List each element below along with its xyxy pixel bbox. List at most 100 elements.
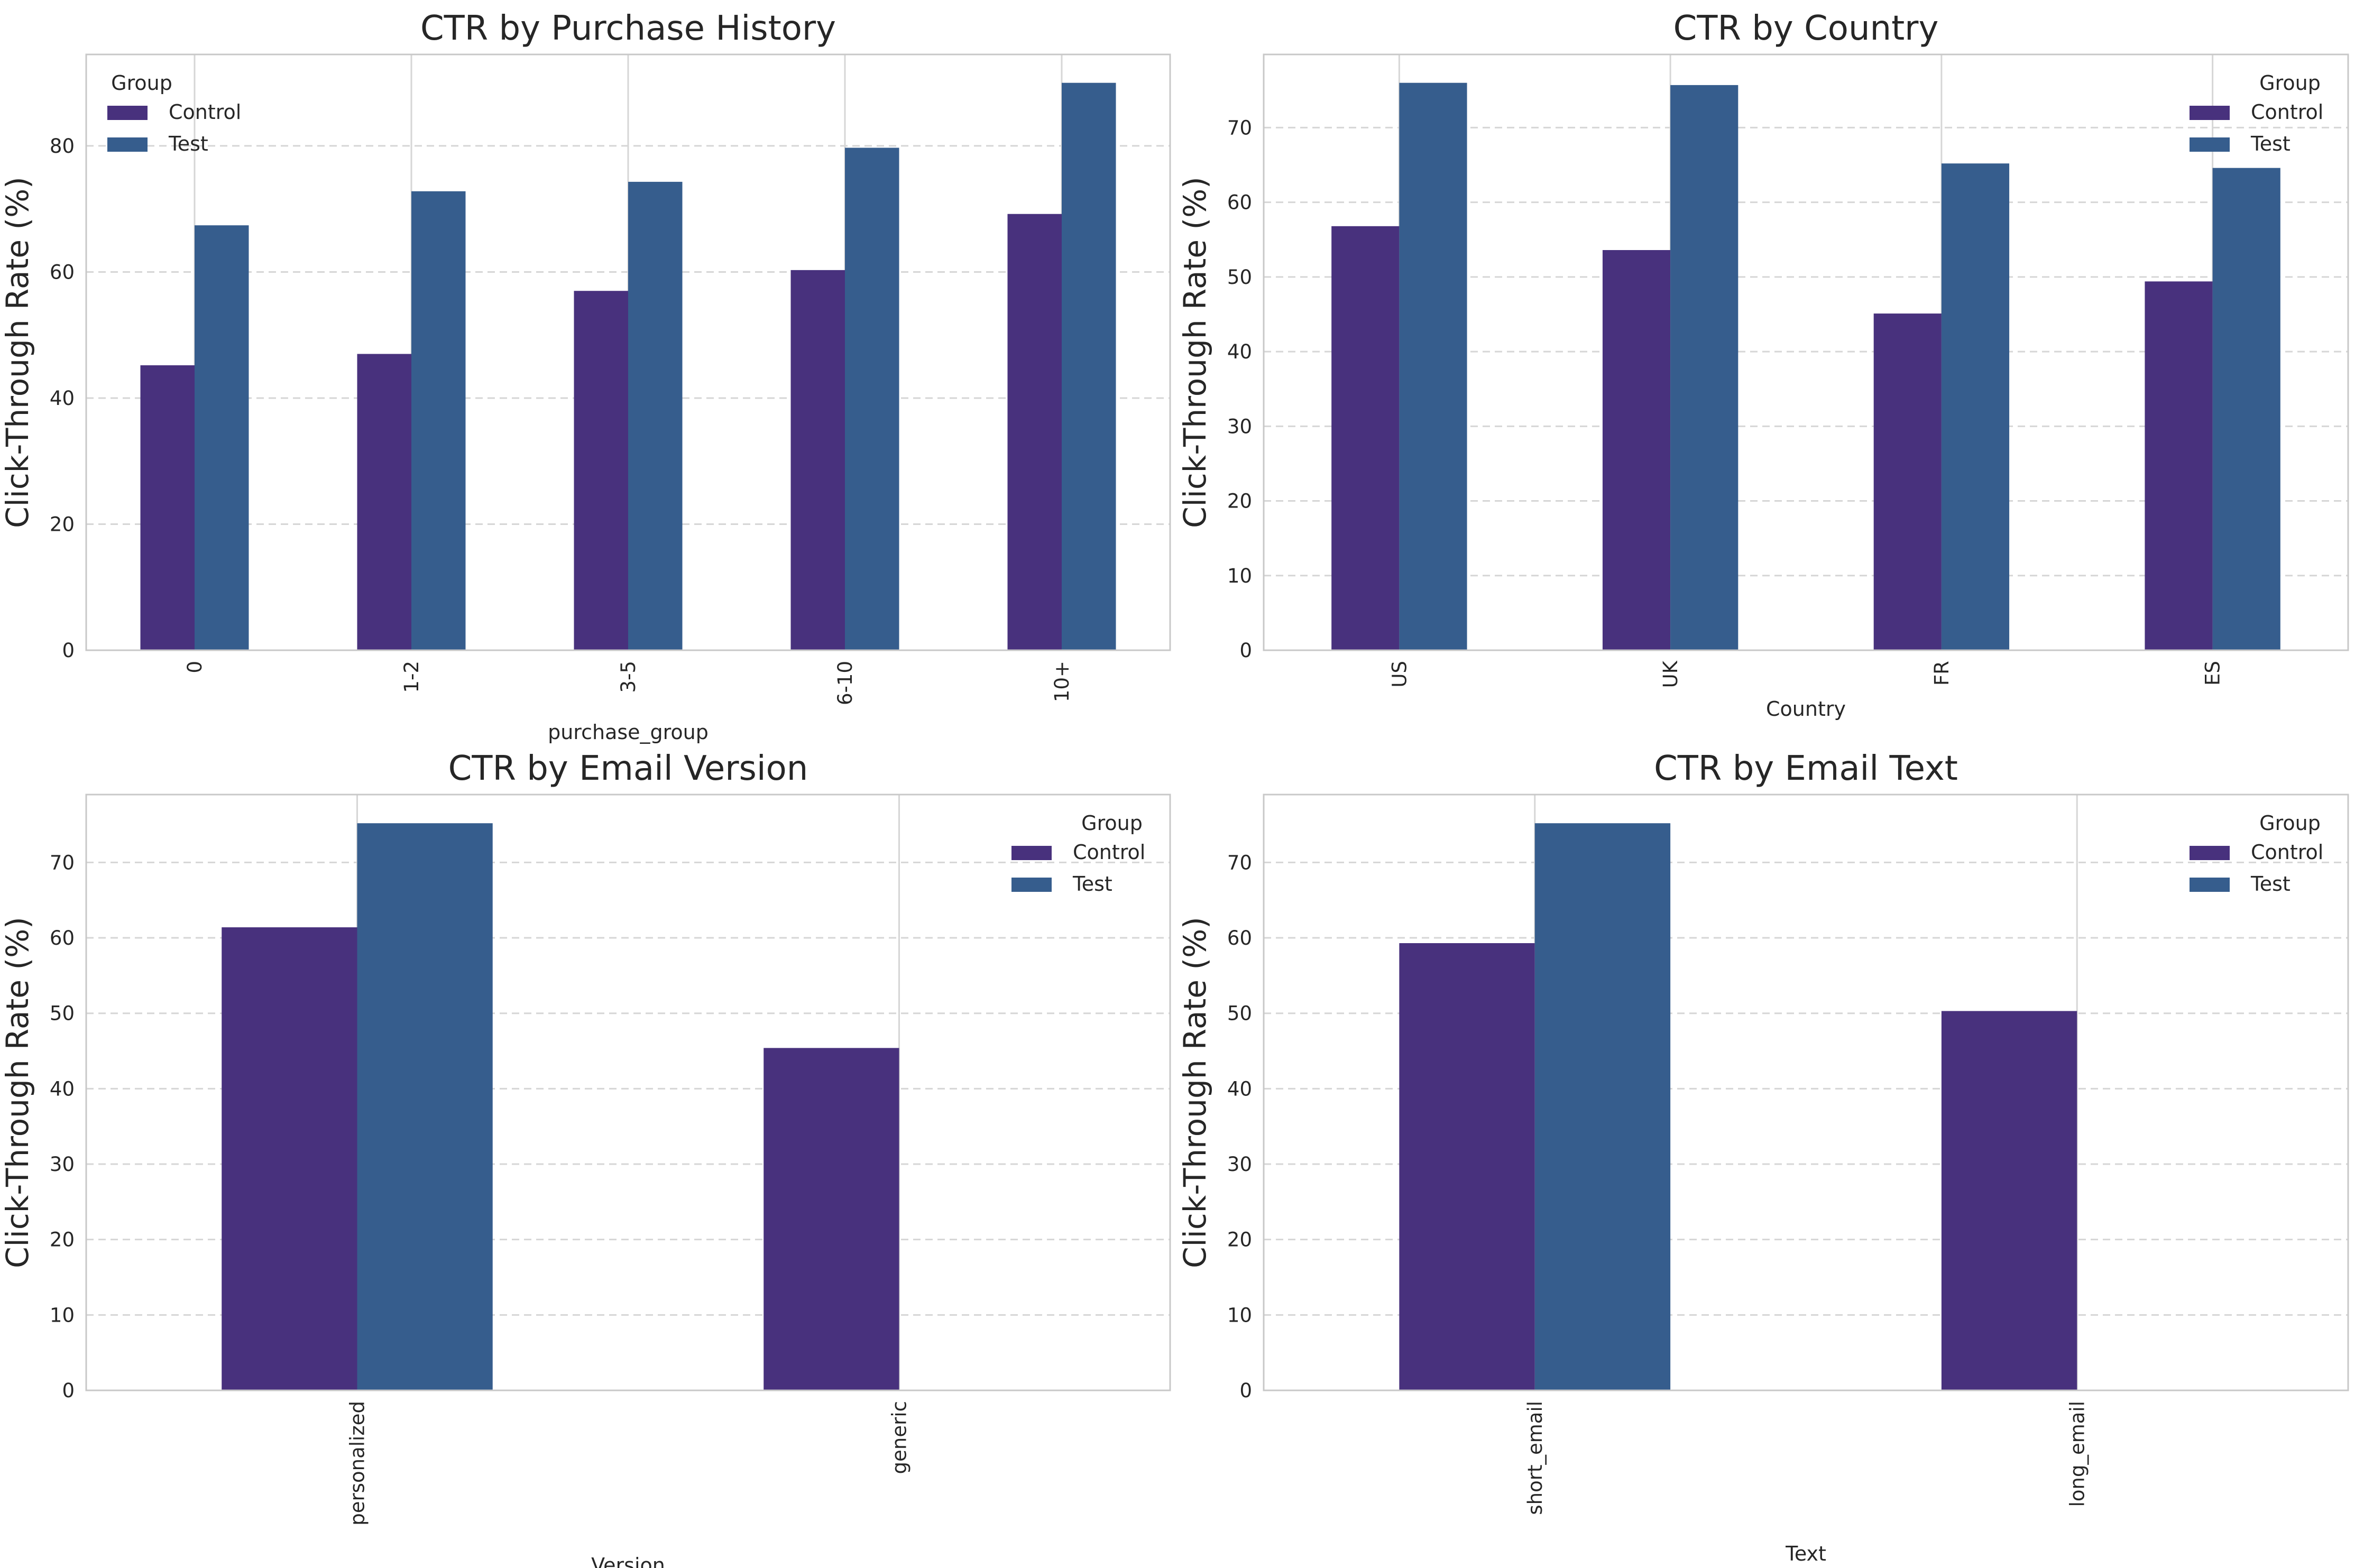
- chart-title: CTR by Email Text: [1654, 749, 1958, 788]
- y-tick-label: 30: [50, 1153, 75, 1176]
- x-axis-label: purchase_group: [548, 721, 709, 744]
- legend-title: Group: [2259, 71, 2321, 95]
- x-tick-label: FR: [1930, 661, 1953, 686]
- bar-control-6-10: [790, 270, 845, 650]
- x-tick-label: 10+: [1051, 661, 1073, 702]
- chart-panel-2: 0 10 20 30 40 50 60 70 US UK FR ES CTR by Country Cli…: [1177, 9, 2349, 721]
- y-tick-label: 30: [1227, 415, 1252, 438]
- x-axis-label: Country: [1766, 697, 1846, 721]
- axes-frame: [85, 53, 1171, 651]
- legend: Group Control Test: [1011, 811, 1145, 896]
- y-tick-label: 20: [1227, 490, 1252, 513]
- x-tick-label: generic: [888, 1401, 911, 1474]
- legend-swatch-control: [2190, 106, 2230, 120]
- x-tick-label: 0: [183, 661, 206, 674]
- y-tick-label: 0: [62, 639, 75, 662]
- y-axis-label: Click-Through Rate (%): [0, 177, 35, 528]
- axes-frame: [1263, 794, 2349, 1391]
- y-axis-label: Click-Through Rate (%): [0, 917, 35, 1268]
- bar-test-10+: [1062, 82, 1116, 651]
- x-axis-label: Text: [1785, 1542, 1826, 1565]
- chart-title: CTR by Email Version: [448, 749, 808, 788]
- bar-test-ES: [2212, 168, 2280, 651]
- chart-panel-3: 0 10 20 30 40 50 60 70 personalized generic CTR by…: [0, 749, 1171, 1568]
- y-tick-label: 10: [1227, 565, 1252, 587]
- y-tick-label: 0: [1239, 639, 1252, 662]
- y-tick-label: 40: [1227, 1077, 1252, 1100]
- legend-label-control: Control: [1073, 841, 1145, 864]
- y-tick-label: 20: [50, 1229, 75, 1251]
- bar-test-personalized: [357, 823, 493, 1390]
- legend-swatch-control: [1011, 846, 1052, 860]
- y-tick-label: 50: [1227, 1002, 1252, 1025]
- bar-test-3-5: [628, 181, 683, 651]
- y-tick-label: 50: [1227, 266, 1252, 289]
- legend-swatch-test: [2190, 137, 2230, 152]
- y-tick-label: 0: [1239, 1379, 1252, 1402]
- legend-swatch-control: [107, 106, 148, 120]
- y-tick-label: 0: [62, 1379, 75, 1402]
- y-tick-label: 40: [1227, 340, 1252, 363]
- y-tick-label: 40: [50, 387, 75, 410]
- bar-test-0: [195, 225, 249, 650]
- bar-control-personalized: [222, 927, 357, 1390]
- y-tick-label: 60: [1227, 191, 1252, 214]
- bar-control-generic: [764, 1048, 899, 1390]
- y-tick-label: 50: [50, 1002, 75, 1025]
- y-tick-label: 30: [1227, 1153, 1252, 1176]
- x-tick-label: UK: [1659, 660, 1682, 688]
- bar-control-10+: [1007, 214, 1062, 650]
- legend-label-control: Control: [2251, 841, 2323, 864]
- y-tick-label: 80: [50, 135, 75, 158]
- legend-swatch-test: [1011, 878, 1052, 892]
- x-axis-label: Version: [591, 1554, 665, 1568]
- y-tick-label: 10: [50, 1304, 75, 1326]
- x-tick-label: 1-2: [400, 661, 423, 693]
- x-tick-label: personalized: [346, 1401, 369, 1526]
- y-tick-label: 20: [50, 513, 75, 536]
- chart-title: CTR by Purchase History: [420, 9, 836, 48]
- legend-label-test: Test: [1072, 872, 1112, 896]
- y-axis-label: Click-Through Rate (%): [1177, 917, 1213, 1268]
- x-tick-label: 3-5: [617, 661, 640, 693]
- chart-panel-1: 0 20 40 60 80 0 1-2 3-5 6-10 10+ CTR by Purchase H…: [0, 9, 1171, 744]
- bar-control-3-5: [574, 291, 628, 650]
- legend-label-control: Control: [2251, 100, 2323, 124]
- y-tick-label: 10: [1227, 1304, 1252, 1326]
- bar-test-6-10: [845, 147, 899, 651]
- bar-control-1-2: [357, 354, 411, 650]
- x-tick-label: long_email: [2066, 1401, 2089, 1507]
- legend-title: Group: [2259, 811, 2321, 835]
- chart-title: CTR by Country: [1673, 9, 1939, 48]
- x-tick-label: short_email: [1524, 1401, 1547, 1515]
- axes-frame: [85, 794, 1171, 1391]
- y-axis-label: Click-Through Rate (%): [1177, 177, 1213, 528]
- y-tick-label: 70: [1227, 116, 1252, 139]
- y-tick-label: 70: [50, 851, 75, 874]
- bar-test-FR: [1941, 163, 2010, 650]
- legend-swatch-test: [107, 137, 148, 152]
- bar-control-UK: [1602, 250, 1671, 650]
- bar-control-FR: [1873, 313, 1942, 650]
- bar-control-short_email: [1399, 943, 1535, 1390]
- legend-label-control: Control: [169, 100, 241, 124]
- legend-label-test: Test: [2250, 132, 2291, 155]
- y-tick-label: 60: [50, 927, 75, 949]
- bar-control-long_email: [1941, 1011, 2077, 1390]
- chart-panel-4: 0 10 20 30 40 50 60 70 short_email long_email CTR …: [1177, 749, 2349, 1565]
- y-tick-label: 70: [1227, 851, 1252, 874]
- legend: Group Control Test: [2190, 811, 2323, 896]
- axes-frame: [1263, 53, 2349, 651]
- y-tick-label: 60: [50, 261, 75, 283]
- x-tick-label: ES: [2202, 661, 2224, 686]
- legend-swatch-control: [2190, 846, 2230, 860]
- legend-title: Group: [1081, 811, 1143, 835]
- x-tick-label: US: [1388, 661, 1411, 688]
- legend-swatch-test: [2190, 878, 2230, 892]
- legend-title: Group: [111, 71, 172, 95]
- legend: Group Control Test: [107, 71, 241, 155]
- y-tick-label: 20: [1227, 1229, 1252, 1251]
- legend-label-test: Test: [168, 132, 208, 155]
- legend: Group Control Test: [2190, 71, 2323, 155]
